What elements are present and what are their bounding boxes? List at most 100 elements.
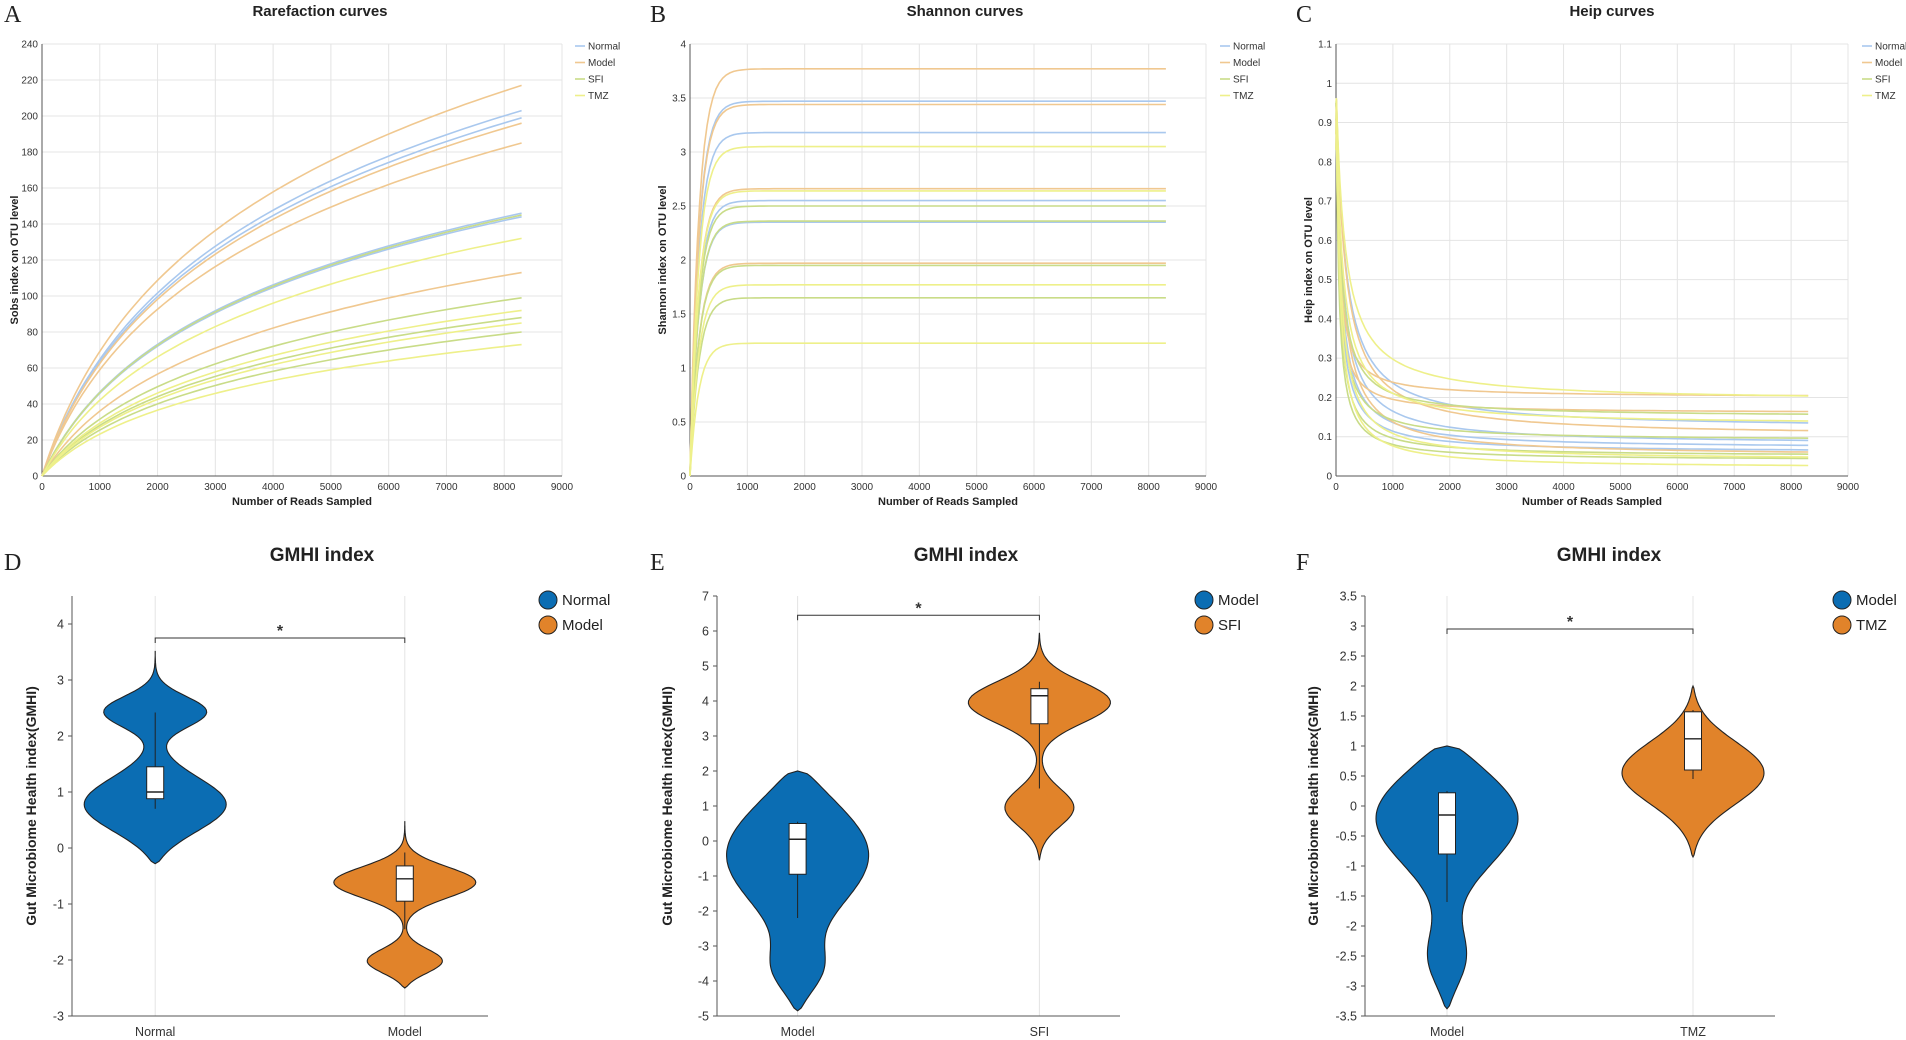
box-iqr	[1030, 688, 1049, 725]
y-tick-label: 2	[702, 765, 709, 779]
panel-d: D GMHI index -3 -2 -1 0 1 2 3 4 Normal Model Gut Mic…	[4, 545, 610, 1039]
x-tick-label: Model	[388, 1025, 422, 1039]
panel-letter: B	[650, 2, 666, 28]
legend-marker	[538, 590, 558, 610]
series-line-model	[1335, 99, 1809, 432]
series-line-tmz	[41, 237, 522, 477]
series-line-model	[689, 262, 1166, 477]
legend-label: SFI	[1233, 75, 1249, 86]
significance-label: *	[277, 623, 284, 640]
y-tick-label: 3	[1350, 620, 1357, 634]
series-line-sfi	[41, 297, 522, 477]
y-tick-label: 1	[680, 364, 686, 375]
significance-bracket	[797, 614, 1040, 621]
panel-letter: A	[4, 2, 22, 28]
y-tick-label: 3	[57, 674, 64, 688]
y-tick-label: 120	[21, 256, 38, 267]
y-tick-label: 2	[1350, 680, 1357, 694]
y-tick-label: 2.5	[672, 202, 686, 213]
x-tick-label: 2000	[146, 482, 169, 493]
y-tick-label: 0	[32, 472, 38, 483]
series-line-sfi	[1335, 118, 1809, 439]
chart-title: Shannon curves	[907, 3, 1024, 20]
series-line-model	[689, 103, 1166, 477]
panel-b: B Shannon curves 0 1000 2000 3000 4000 5000 6000…	[650, 2, 1265, 508]
panel-f: F GMHI index -3.5 -3 -2.5 -2 -1.5 -1 -0.5 0 0.5 1 1.…	[1296, 545, 1897, 1039]
box-iqr	[788, 823, 807, 875]
y-axis-label: Shannon index on OTU level	[657, 185, 669, 334]
x-tick-label: 9000	[1195, 482, 1218, 493]
series-line-sfi	[689, 297, 1166, 477]
series-line-tmz	[1335, 106, 1809, 422]
y-tick-label: 6	[702, 625, 709, 639]
series-line-tmz	[41, 309, 522, 477]
series-line-normal	[1335, 115, 1809, 447]
series-line-normal	[689, 100, 1166, 477]
y-axis-label: Heip index on OTU level	[1303, 197, 1315, 323]
y-tick-label: 140	[21, 220, 38, 231]
series-line-model	[1335, 102, 1809, 397]
x-tick-label: 0	[1333, 482, 1339, 493]
chart-title: GMHI index	[270, 545, 375, 566]
legend-marker	[1832, 615, 1852, 635]
y-tick-label: 1.1	[1318, 40, 1332, 51]
legend-label: Model	[588, 58, 615, 69]
y-axis-label: Gut Microbiome Health index(GMHI)	[659, 686, 675, 926]
series-line-model	[41, 84, 522, 477]
y-tick-label: -3.5	[1335, 1010, 1357, 1024]
series-line-normal	[1335, 123, 1809, 451]
y-tick-label: 1.5	[672, 310, 686, 321]
x-tick-label: 9000	[1837, 482, 1860, 493]
y-tick-label: 0.7	[1318, 197, 1332, 208]
box-iqr	[1438, 792, 1456, 855]
x-tick-label: 4000	[908, 482, 931, 493]
x-tick-label: 8000	[493, 482, 516, 493]
y-tick-label: 1.5	[1340, 710, 1357, 724]
y-tick-label: 0.4	[1318, 314, 1332, 325]
x-tick-label: 7000	[1080, 482, 1103, 493]
series-line-sfi	[1335, 130, 1809, 455]
y-tick-label: -0.5	[1335, 830, 1357, 844]
y-tick-label: -1.5	[1335, 890, 1357, 904]
chart-title: Heip curves	[1569, 3, 1654, 20]
series-line-normal	[41, 216, 522, 477]
box-iqr	[1684, 711, 1702, 771]
y-tick-label: 220	[21, 76, 38, 87]
box-iqr	[395, 865, 414, 902]
significance-label: *	[1567, 614, 1574, 631]
legend-label: Model	[562, 617, 603, 634]
x-tick-label: 8000	[1138, 482, 1161, 493]
x-tick-label: 2000	[794, 482, 817, 493]
y-tick-label: -4	[698, 975, 709, 989]
x-tick-label: 6000	[1023, 482, 1046, 493]
y-tick-label: 2.5	[1340, 650, 1357, 664]
significance-bracket	[154, 637, 406, 643]
x-axis-label: Number of Reads Sampled	[1522, 496, 1662, 508]
series-line-sfi	[689, 264, 1166, 477]
series-line-tmz	[689, 190, 1166, 477]
y-tick-label: 4	[680, 40, 686, 51]
x-tick-label: 3000	[1496, 482, 1519, 493]
x-tick-label: 6000	[378, 482, 401, 493]
y-tick-label: 3	[702, 730, 709, 744]
legend-label: Normal	[1875, 42, 1906, 53]
legend-label: SFI	[1218, 617, 1241, 634]
y-tick-label: -3	[698, 940, 709, 954]
series-line-sfi	[1335, 138, 1809, 460]
series-line-model	[1335, 108, 1809, 453]
y-tick-label: 0.5	[672, 418, 686, 429]
y-tick-label: -1	[53, 898, 64, 912]
x-tick-label: 3000	[204, 482, 227, 493]
y-tick-label: 1	[702, 800, 709, 814]
series-line-model	[1335, 118, 1809, 413]
y-axis-label: Sobs index on OTU level	[9, 196, 21, 325]
x-tick-label: 0	[39, 482, 45, 493]
legend-label: TMZ	[1233, 91, 1254, 102]
legend-label: TMZ	[588, 91, 609, 102]
series-line-tmz	[1335, 98, 1809, 397]
series-line-normal	[689, 199, 1166, 477]
x-tick-label: 4000	[262, 482, 285, 493]
series-line-model	[41, 122, 522, 477]
legend-label: SFI	[1875, 75, 1891, 86]
series-line-sfi	[689, 220, 1166, 477]
